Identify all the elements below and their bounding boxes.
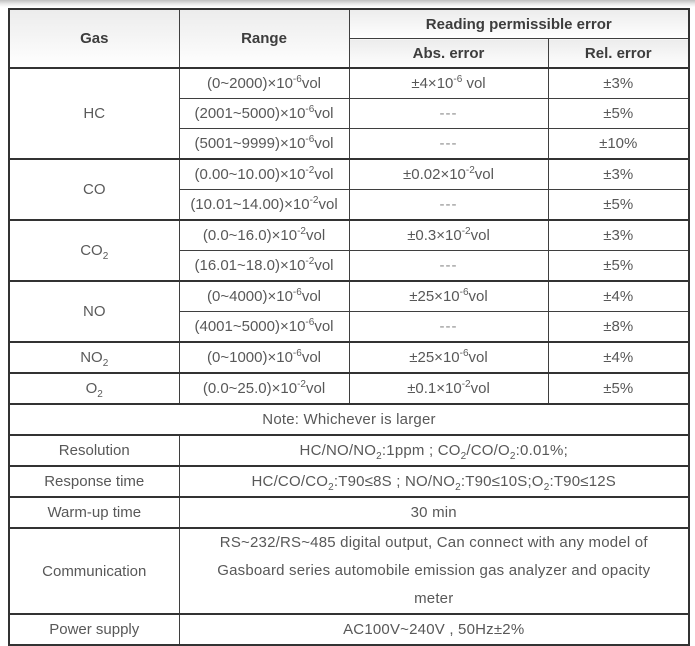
spec-value-power-supply: AC100V~240V , 50Hz±2% (178, 613, 690, 646)
spec-label-warm-up-time: Warm-up time (8, 496, 180, 529)
spec-label-communication: Communication (8, 527, 180, 615)
row-co2-2: (16.01~18.0)×10-2vol --- ±5% (9, 250, 690, 282)
rel-error-cell: ±4% (547, 341, 690, 374)
rel-error-cell: ±5% (547, 250, 690, 282)
header-row-1: Gas Range Reading permissible error (8, 8, 690, 69)
abs-error-cell: ±0.1×10-2vol (348, 372, 549, 405)
abs-error-cell: ±25×10-6vol (348, 280, 549, 312)
spec-value-warm-up-time: 30 min (178, 496, 690, 529)
row-co-1: CO (0.00~10.00)×10-2vol ±0.02×10-2vol ±3… (8, 158, 690, 221)
abs-error-cell: --- (348, 250, 549, 282)
spec-value-resolution: HC/NO/NO2:1ppm ; CO2/CO/O2:0.01%; (178, 434, 690, 467)
rel-error-cell: ±5% (547, 372, 690, 405)
rel-error-cell: ±5% (547, 189, 690, 221)
row-warm-up-time: Warm-up time 30 min (8, 496, 690, 529)
range-cell: (2001~5000)×10-6vol (178, 98, 350, 129)
row-no2-1: NO2 (0~1000)×10-6vol ±25×10-6vol ±4% (8, 341, 690, 374)
gas-name-no2: NO2 (8, 341, 180, 374)
abs-error-cell: --- (348, 98, 549, 129)
range-cell: (5001~9999)×10-6vol (178, 128, 350, 160)
row-hc-1: HC (0~2000)×10-6vol ±4×10-6 vol ±3% (8, 67, 690, 160)
gas-name-hc: HC (8, 67, 180, 160)
abs-error-cell: ±25×10-6vol (348, 341, 549, 374)
spec-label-response-time: Response time (8, 465, 180, 498)
row-hc-3: (5001~9999)×10-6vol --- ±10% (9, 128, 690, 160)
header-abs-error: Abs. error (348, 38, 549, 69)
header-gas: Gas (8, 8, 180, 69)
range-cell: (0~4000)×10-6vol (178, 280, 350, 312)
row-hc-2: (2001~5000)×10-6vol --- ±5% (9, 98, 690, 129)
row-co-2: (10.01~14.00)×10-2vol --- ±5% (9, 189, 690, 221)
range-cell: (10.01~14.00)×10-2vol (178, 189, 350, 221)
gas-analyzer-spec-table: Gas Range Reading permissible error Abs.… (8, 8, 690, 646)
rel-error-cell: ±4% (547, 280, 690, 312)
abs-error-cell: --- (348, 311, 549, 343)
header-range: Range (178, 8, 350, 69)
range-cell: (0.0~16.0)×10-2vol (178, 219, 350, 251)
abs-error-cell: ±4×10-6 vol (348, 67, 549, 99)
rel-error-cell: ±10% (547, 128, 690, 160)
header-row-2: Abs. error Rel. error (9, 38, 690, 69)
spec-label-resolution: Resolution (8, 434, 180, 467)
note-cell: Note: Whichever is larger (8, 403, 690, 436)
gas-name-co2: CO2 (8, 219, 180, 282)
rel-error-cell: ±3% (547, 158, 690, 190)
row-communication: Communication RS~232/RS~485 digital outp… (8, 527, 690, 615)
rel-error-cell: ±8% (547, 311, 690, 343)
gas-name-o2: O2 (8, 372, 180, 405)
row-resolution: Resolution HC/NO/NO2:1ppm ; CO2/CO/O2:0.… (8, 434, 690, 467)
row-power-supply: Power supply AC100V~240V , 50Hz±2% (8, 613, 690, 646)
rel-error-cell: ±3% (547, 219, 690, 251)
range-cell: (16.01~18.0)×10-2vol (178, 250, 350, 282)
row-response-time: Response time HC/CO/CO2:T90≤8S ; NO/NO2:… (8, 465, 690, 498)
spec-value-communication: RS~232/RS~485 digital output, Can connec… (178, 527, 690, 615)
rel-error-cell: ±3% (547, 67, 690, 99)
row-o2-1: O2 (0.0~25.0)×10-2vol ±0.1×10-2vol ±5% (8, 372, 690, 405)
abs-error-cell: --- (348, 128, 549, 160)
row-no-1: NO (0~4000)×10-6vol ±25×10-6vol ±4% (8, 280, 690, 343)
abs-error-cell: ±0.02×10-2vol (348, 158, 549, 190)
range-cell: (0.0~25.0)×10-2vol (178, 372, 350, 405)
page-top-fade (0, 0, 695, 7)
row-note: Note: Whichever is larger (8, 403, 690, 436)
gas-name-co: CO (8, 158, 180, 221)
spec-label-power-supply: Power supply (8, 613, 180, 646)
gas-name-no: NO (8, 280, 180, 343)
range-cell: (0~2000)×10-6vol (178, 67, 350, 99)
header-rel-error: Rel. error (547, 38, 690, 69)
range-cell: (0~1000)×10-6vol (178, 341, 350, 374)
range-cell: (0.00~10.00)×10-2vol (178, 158, 350, 190)
abs-error-cell: ±0.3×10-2vol (348, 219, 549, 251)
spec-value-response-time: HC/CO/CO2:T90≤8S ; NO/NO2:T90≤10S;O2:T90… (178, 465, 690, 498)
row-co2-1: CO2 (0.0~16.0)×10-2vol ±0.3×10-2vol ±3% (8, 219, 690, 282)
range-cell: (4001~5000)×10-6vol (178, 311, 350, 343)
header-reading-permissible-error: Reading permissible error (348, 8, 690, 39)
abs-error-cell: --- (348, 189, 549, 221)
rel-error-cell: ±5% (547, 98, 690, 129)
